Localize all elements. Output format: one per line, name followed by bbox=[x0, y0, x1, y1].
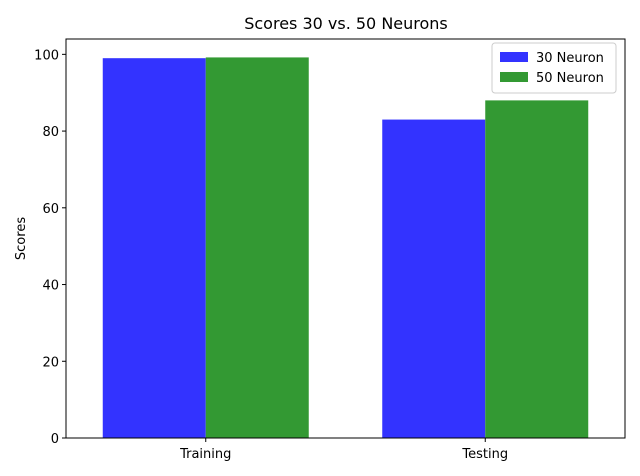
legend-swatch bbox=[500, 72, 528, 82]
y-ticks-group: 0 20 40 60 80 100 bbox=[34, 48, 66, 447]
y-tick-label: 40 bbox=[42, 279, 59, 294]
x-ticks-group: Training Testing bbox=[179, 438, 508, 462]
y-tick-label: 80 bbox=[42, 125, 59, 140]
chart-title: Scores 30 vs. 50 Neurons bbox=[244, 14, 448, 33]
bar-testing-series2 bbox=[485, 100, 589, 438]
y-tick-label: 0 bbox=[51, 432, 59, 447]
legend-label: 30 Neuron bbox=[536, 51, 604, 66]
y-axis-label: Scores bbox=[14, 217, 29, 260]
legend-swatch bbox=[500, 52, 528, 62]
plot-frame bbox=[65, 38, 626, 439]
bar-training-series1 bbox=[102, 58, 206, 439]
bar-training-series2 bbox=[205, 57, 309, 439]
legend: 30 Neuron 50 Neuron bbox=[491, 42, 617, 94]
y-tick-label: 20 bbox=[42, 355, 59, 370]
legend-label: 50 Neuron bbox=[536, 71, 604, 86]
y-tick-label: 100 bbox=[34, 48, 59, 63]
axes-group bbox=[65, 38, 626, 439]
bar-testing-series1 bbox=[382, 119, 486, 438]
y-tick-label: 60 bbox=[42, 202, 59, 217]
bars-group bbox=[102, 57, 589, 439]
x-tick-label: Testing bbox=[461, 447, 508, 462]
x-tick-label: Training bbox=[179, 447, 231, 462]
